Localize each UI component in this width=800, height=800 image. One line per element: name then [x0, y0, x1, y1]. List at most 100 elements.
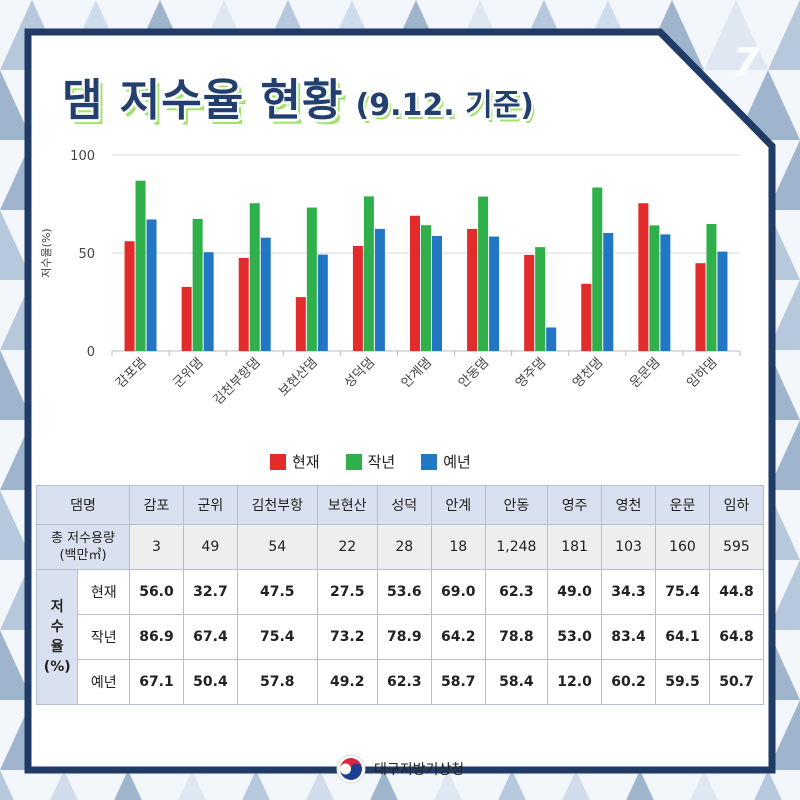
- x-tick-label: 군위댐: [170, 355, 206, 391]
- bar-현재-감포댐: [124, 241, 135, 351]
- rate-cell: 78.9: [376, 614, 432, 660]
- capacity-cell: 28: [376, 524, 432, 570]
- legend-item: 예년: [421, 451, 471, 472]
- bar-현재-보현산댐: [295, 297, 306, 351]
- x-tick-label: 안동댐: [456, 355, 492, 391]
- rate-cell: 49.2: [316, 659, 378, 705]
- chart-legend: 현재 작년 예년: [270, 451, 471, 472]
- capacity-unit: (백만㎥): [59, 548, 107, 563]
- x-tick-label: 영주댐: [513, 355, 549, 391]
- bar-현재-안계댐: [410, 215, 420, 351]
- dam-header-cell: 운문: [655, 485, 710, 525]
- capacity-cell: 18: [430, 524, 486, 570]
- x-tick-label: 감포댐: [113, 355, 149, 391]
- bar-현재-영주댐: [524, 254, 535, 351]
- x-tick-label: 김천부항댐: [211, 355, 264, 408]
- rate-cell: 56.0: [129, 569, 184, 615]
- rate-group-label: 저: [50, 599, 64, 615]
- rate-cell: 49.0: [547, 569, 603, 615]
- bar-현재-성덕댐: [352, 245, 363, 351]
- rate-cell: 75.4: [236, 614, 318, 660]
- capacity-cell: 595: [708, 524, 765, 570]
- legend-label: 작년: [367, 453, 396, 471]
- rate-cell: 69.0: [430, 569, 486, 615]
- rate-cell: 50.4: [182, 659, 238, 705]
- bar-예년-보현산댐: [317, 254, 328, 351]
- x-tick-label: 영천댐: [570, 355, 606, 391]
- dam-header-cell: 안계: [430, 485, 486, 525]
- bar-예년-임하댐: [717, 251, 728, 351]
- table-header-row: 댐명 감포 군위 김천부항 보현산 성덕 안계 안동 영주 영천 운문 임하: [36, 485, 765, 525]
- bar-예년-김천부항댐: [260, 237, 271, 351]
- bar-예년-영주댐: [546, 327, 557, 351]
- bar-작년-군위댐: [192, 218, 203, 351]
- bar-작년-안동댐: [478, 196, 489, 351]
- rate-cell: 58.7: [430, 659, 486, 705]
- rate-cell: 86.9: [129, 614, 184, 660]
- reservoir-bar-chart: 0 50 100 저수율(%) 감포댐 군위댐 김천부항댐 보현산댐 성덕댐 안계댐 안동댐 영주댐 영…: [40, 149, 741, 408]
- rate-row-label: 예년: [77, 659, 130, 705]
- rate-cell: 83.4: [601, 614, 656, 660]
- capacity-cell: 3: [129, 524, 184, 570]
- dam-header-cell: 김천부항: [236, 485, 318, 525]
- title-block: 댐 저수율 현황 (9.12. 기준): [62, 64, 535, 126]
- rate-cell: 32.7: [182, 569, 238, 615]
- rate-row: 저 수 율 (%) 현재 56.0 32.7 47.5 27.5 53.6 69.0 62.3 49.0…: [35, 569, 765, 705]
- rate-cell: 62.3: [484, 569, 549, 615]
- bar-작년-영천댐: [592, 187, 603, 351]
- y-tick-label: 100: [70, 149, 95, 164]
- reservoir-table: 댐명 감포 군위 김천부항 보현산 성덕 안계 안동 영주 영천 운문 임하 총 저수용량 (백만㎥)…: [35, 485, 765, 705]
- bar-현재-임하댐: [695, 263, 706, 351]
- capacity-cell: 1,248: [484, 524, 549, 570]
- capacity-cell: 22: [316, 524, 378, 570]
- capacity-row-header: 총 저수용량 (백만㎥): [36, 524, 130, 570]
- rate-cell: 53.6: [376, 569, 432, 615]
- page-number: 7: [732, 40, 760, 86]
- bar-예년-영천댐: [603, 233, 614, 351]
- bar-작년-영주댐: [535, 247, 546, 351]
- capacity-cell: 49: [182, 524, 238, 570]
- legend-label: 예년: [443, 453, 471, 471]
- x-tick-label: 임하댐: [684, 355, 720, 391]
- x-tick-label: 성덕댐: [342, 355, 378, 391]
- bar-작년-보현산댐: [306, 207, 317, 351]
- rate-row-label: 작년: [77, 614, 130, 660]
- legend-item: 작년: [345, 451, 396, 472]
- rate-cell: 53.0: [547, 614, 603, 660]
- bar-작년-김천부항댐: [249, 203, 260, 351]
- rate-cell: 64.8: [708, 614, 765, 660]
- bar-예년-안동댐: [489, 236, 500, 351]
- bar-현재-운문댐: [638, 203, 649, 351]
- org-name: 대구지방기상청: [374, 762, 465, 778]
- capacity-cell: 103: [601, 524, 656, 570]
- dam-header-cell: 감포: [129, 485, 184, 525]
- bar-현재-군위댐: [181, 286, 192, 351]
- bar-작년-안계댐: [421, 225, 431, 351]
- bar-작년-임하댐: [706, 223, 717, 351]
- dam-header-cell: 성덕: [376, 485, 432, 525]
- bar-현재-영천댐: [581, 283, 592, 351]
- footer: 대구지방기상청: [336, 754, 464, 784]
- rate-cell: 60.2: [601, 659, 656, 705]
- rate-row-label: 현재: [77, 569, 130, 615]
- rate-group-header: 저 수 율 (%): [35, 569, 79, 705]
- rate-row: 예년 67.1 50.4 57.8 49.2 62.3 58.7 58.4 12.0 60.2 59…: [37, 659, 765, 705]
- legend-item: 현재: [270, 451, 320, 472]
- rate-cell: 73.2: [316, 614, 378, 660]
- bar-현재-안동댐: [467, 228, 478, 351]
- bar-예년-군위댐: [203, 252, 214, 351]
- page-subtitle: (9.12. 기준): [355, 88, 535, 123]
- capacity-cell: 160: [655, 524, 710, 570]
- x-tick-label: 안계댐: [399, 355, 435, 391]
- page-title: 댐 저수율 현황: [62, 75, 344, 126]
- legend-swatch: [421, 453, 438, 470]
- dam-header-cell: 군위: [182, 485, 238, 525]
- dam-header-cell: 영천: [601, 485, 656, 525]
- taegeuk-emblem-icon: [336, 754, 366, 784]
- x-tick-label: 보현산댐: [276, 355, 320, 399]
- dam-header-cell: 안동: [484, 485, 549, 525]
- bar-예년-안계댐: [432, 235, 442, 351]
- capacity-row: 총 저수용량 (백만㎥) 3 49 54 22 28 18 1,248 181 103 160 595: [36, 524, 765, 570]
- legend-label: 현재: [292, 453, 320, 471]
- dam-name-header: 댐명: [36, 485, 130, 525]
